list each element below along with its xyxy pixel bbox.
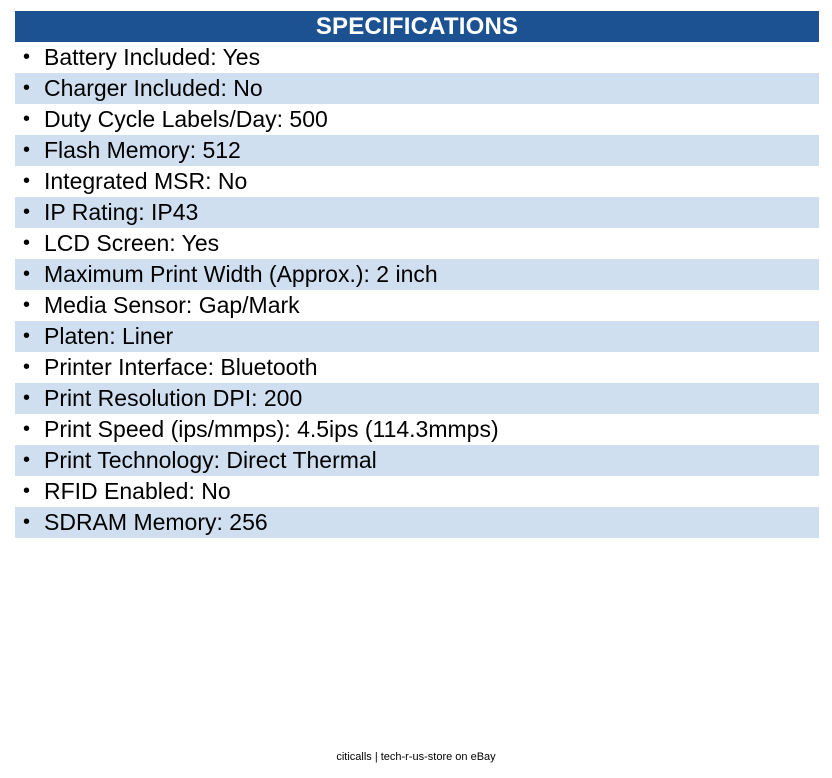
spec-item: • Print Resolution DPI: 200 [15,383,819,414]
spec-item-label: Battery Included: Yes [44,44,261,70]
bullet-icon: • [23,77,31,99]
spec-item: • Duty Cycle Labels/Day: 500 [15,104,819,135]
spec-item-label: Media Sensor: Gap/Mark [44,292,300,318]
specifications-panel: SPECIFICATIONS • Battery Included: Yes • C… [15,11,819,538]
spec-item: • RFID Enabled: No [15,476,819,507]
bullet-icon: • [23,108,31,130]
spec-item-label: Platen: Liner [44,323,174,349]
specifications-list: • Battery Included: Yes • Charger Included… [15,42,819,538]
bullet-icon: • [23,511,31,533]
specifications-title: SPECIFICATIONS [15,11,819,42]
spec-item: • Maximum Print Width (Approx.): 2 inch [15,259,819,290]
spec-item-label: Maximum Print Width (Approx.): 2 inch [44,261,438,287]
bullet-icon: • [23,201,31,223]
spec-item-label: LCD Screen: Yes [44,230,220,256]
spec-item-label: IP Rating: IP43 [44,199,199,225]
spec-item-label: Flash Memory: 512 [44,137,241,163]
bullet-icon: • [23,325,31,347]
bullet-icon: • [23,170,31,192]
spec-item-label: Integrated MSR: No [44,168,248,194]
spec-item: • Integrated MSR: No [15,166,819,197]
bullet-icon: • [23,46,31,68]
spec-item: • Media Sensor: Gap/Mark [15,290,819,321]
spec-item-label: SDRAM Memory: 256 [44,509,268,535]
bullet-icon: • [23,480,31,502]
spec-item-label: Printer Interface: Bluetooth [44,354,318,380]
spec-item-label: Charger Included: No [44,75,263,101]
spec-item: • Print Speed (ips/mmps): 4.5ips (114.3mm… [15,414,819,445]
spec-item: • Platen: Liner [15,321,819,352]
footer-credit: citicalls | tech-r-us-store on eBay [336,751,496,763]
bullet-icon: • [23,418,31,440]
spec-item: • LCD Screen: Yes [15,228,819,259]
spec-item-label: Print Technology: Direct Thermal [44,447,377,473]
bullet-icon: • [23,139,31,161]
spec-item-label: Print Resolution DPI: 200 [44,385,303,411]
bullet-icon: • [23,356,31,378]
spec-item-label: Duty Cycle Labels/Day: 500 [44,106,328,132]
spec-item: • Printer Interface: Bluetooth [15,352,819,383]
spec-item-label: Print Speed (ips/mmps): 4.5ips (114.3mmp… [44,416,499,442]
spec-item: • Charger Included: No [15,73,819,104]
bullet-icon: • [23,263,31,285]
bullet-icon: • [23,449,31,471]
spec-item: • Print Technology: Direct Thermal [15,445,819,476]
spec-item: • SDRAM Memory: 256 [15,507,819,538]
spec-item: • Flash Memory: 512 [15,135,819,166]
spec-item: • IP Rating: IP43 [15,197,819,228]
spec-item: • Battery Included: Yes [15,42,819,73]
bullet-icon: • [23,294,31,316]
spec-item-label: RFID Enabled: No [44,478,231,504]
bullet-icon: • [23,387,31,409]
bullet-icon: • [23,232,31,254]
